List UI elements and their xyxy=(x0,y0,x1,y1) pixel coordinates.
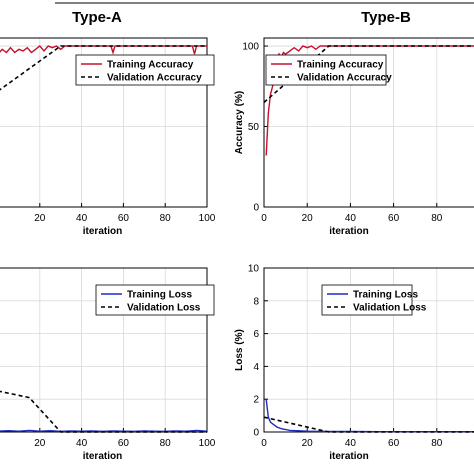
x-tick-label: 100 xyxy=(199,438,216,449)
y-tick-label: 8 xyxy=(253,296,259,307)
x-tick-label: 60 xyxy=(388,213,400,224)
x-tick-label: 40 xyxy=(345,213,357,224)
y-tick-label: 4 xyxy=(253,362,259,373)
y-tick-label: 2 xyxy=(253,395,259,406)
panel-title-type-a: Type-A xyxy=(72,9,122,26)
y-tick-label: 6 xyxy=(253,329,259,340)
y-tick-label: 0 xyxy=(253,203,259,214)
x-tick-label: 60 xyxy=(388,438,400,449)
legend-box xyxy=(95,284,215,316)
x-tick-label: 100 xyxy=(199,213,216,224)
legend-label: Training Accuracy xyxy=(297,60,384,71)
legend-label: Validation Accuracy xyxy=(297,73,392,84)
legend-label: Training Accuracy xyxy=(107,60,194,71)
x-tick-label: 60 xyxy=(118,213,130,224)
x-tick-label: 20 xyxy=(34,438,46,449)
series-line-validation xyxy=(0,45,207,91)
x-tick-label: 0 xyxy=(261,213,267,224)
x-tick-label: 0 xyxy=(261,438,267,449)
series-line-validation xyxy=(0,390,207,433)
series-line-training xyxy=(0,429,208,433)
x-axis-label: iteration xyxy=(83,451,122,462)
series-line-training xyxy=(265,399,474,433)
y-axis-label: Accuracy (%) xyxy=(234,91,245,154)
x-axis-label: iteration xyxy=(83,226,122,237)
chart-type-a-accuracy: 20 40 60 80 100 iteration Training Accuracy Val… xyxy=(0,37,216,237)
axes-frame xyxy=(0,37,208,208)
legend-label: Validation Accuracy xyxy=(107,73,202,84)
x-tick-label: 20 xyxy=(302,438,314,449)
series-line-validation xyxy=(263,416,474,433)
x-tick-label: 20 xyxy=(302,213,314,224)
y-tick-label: 10 xyxy=(248,264,260,275)
chart-type-b-accuracy: 0 20 40 60 80 0 50 100 iteration Accuracy (%) Trai… xyxy=(234,37,474,237)
x-tick-label: 80 xyxy=(160,438,172,449)
x-tick-label: 80 xyxy=(431,213,443,224)
x-tick-label: 60 xyxy=(118,438,130,449)
x-tick-label: 40 xyxy=(76,438,88,449)
x-axis-label: iteration xyxy=(329,226,368,237)
series-line-training xyxy=(0,45,207,55)
chart-type-a-loss: 20 40 60 80 100 iteration Training Loss Validat… xyxy=(0,267,216,462)
x-tick-label: 20 xyxy=(34,213,46,224)
x-tick-label: 40 xyxy=(76,213,88,224)
legend-label: Training Loss xyxy=(127,290,192,301)
legend-box xyxy=(75,54,215,86)
x-tick-label: 80 xyxy=(160,213,172,224)
legend-box xyxy=(265,54,387,86)
legend-label: Training Loss xyxy=(353,290,418,301)
axes-frame xyxy=(263,37,474,208)
legend-label: Validation Loss xyxy=(127,303,201,314)
x-axis-label: iteration xyxy=(329,451,368,462)
x-tick-label: 80 xyxy=(431,438,443,449)
chart-type-b-loss: 0 20 40 60 80 0 2 4 6 8 10 iteration Loss (%) Trainin… xyxy=(234,264,474,462)
y-tick-label: 100 xyxy=(242,42,259,53)
x-tick-label: 40 xyxy=(345,438,357,449)
y-axis-label: Loss (%) xyxy=(234,329,245,371)
y-tick-label: 0 xyxy=(253,428,259,439)
panel-title-type-b: Type-B xyxy=(361,9,411,26)
legend-box xyxy=(321,284,413,316)
legend-label: Validation Loss xyxy=(353,303,427,314)
y-tick-label: 50 xyxy=(248,122,260,133)
